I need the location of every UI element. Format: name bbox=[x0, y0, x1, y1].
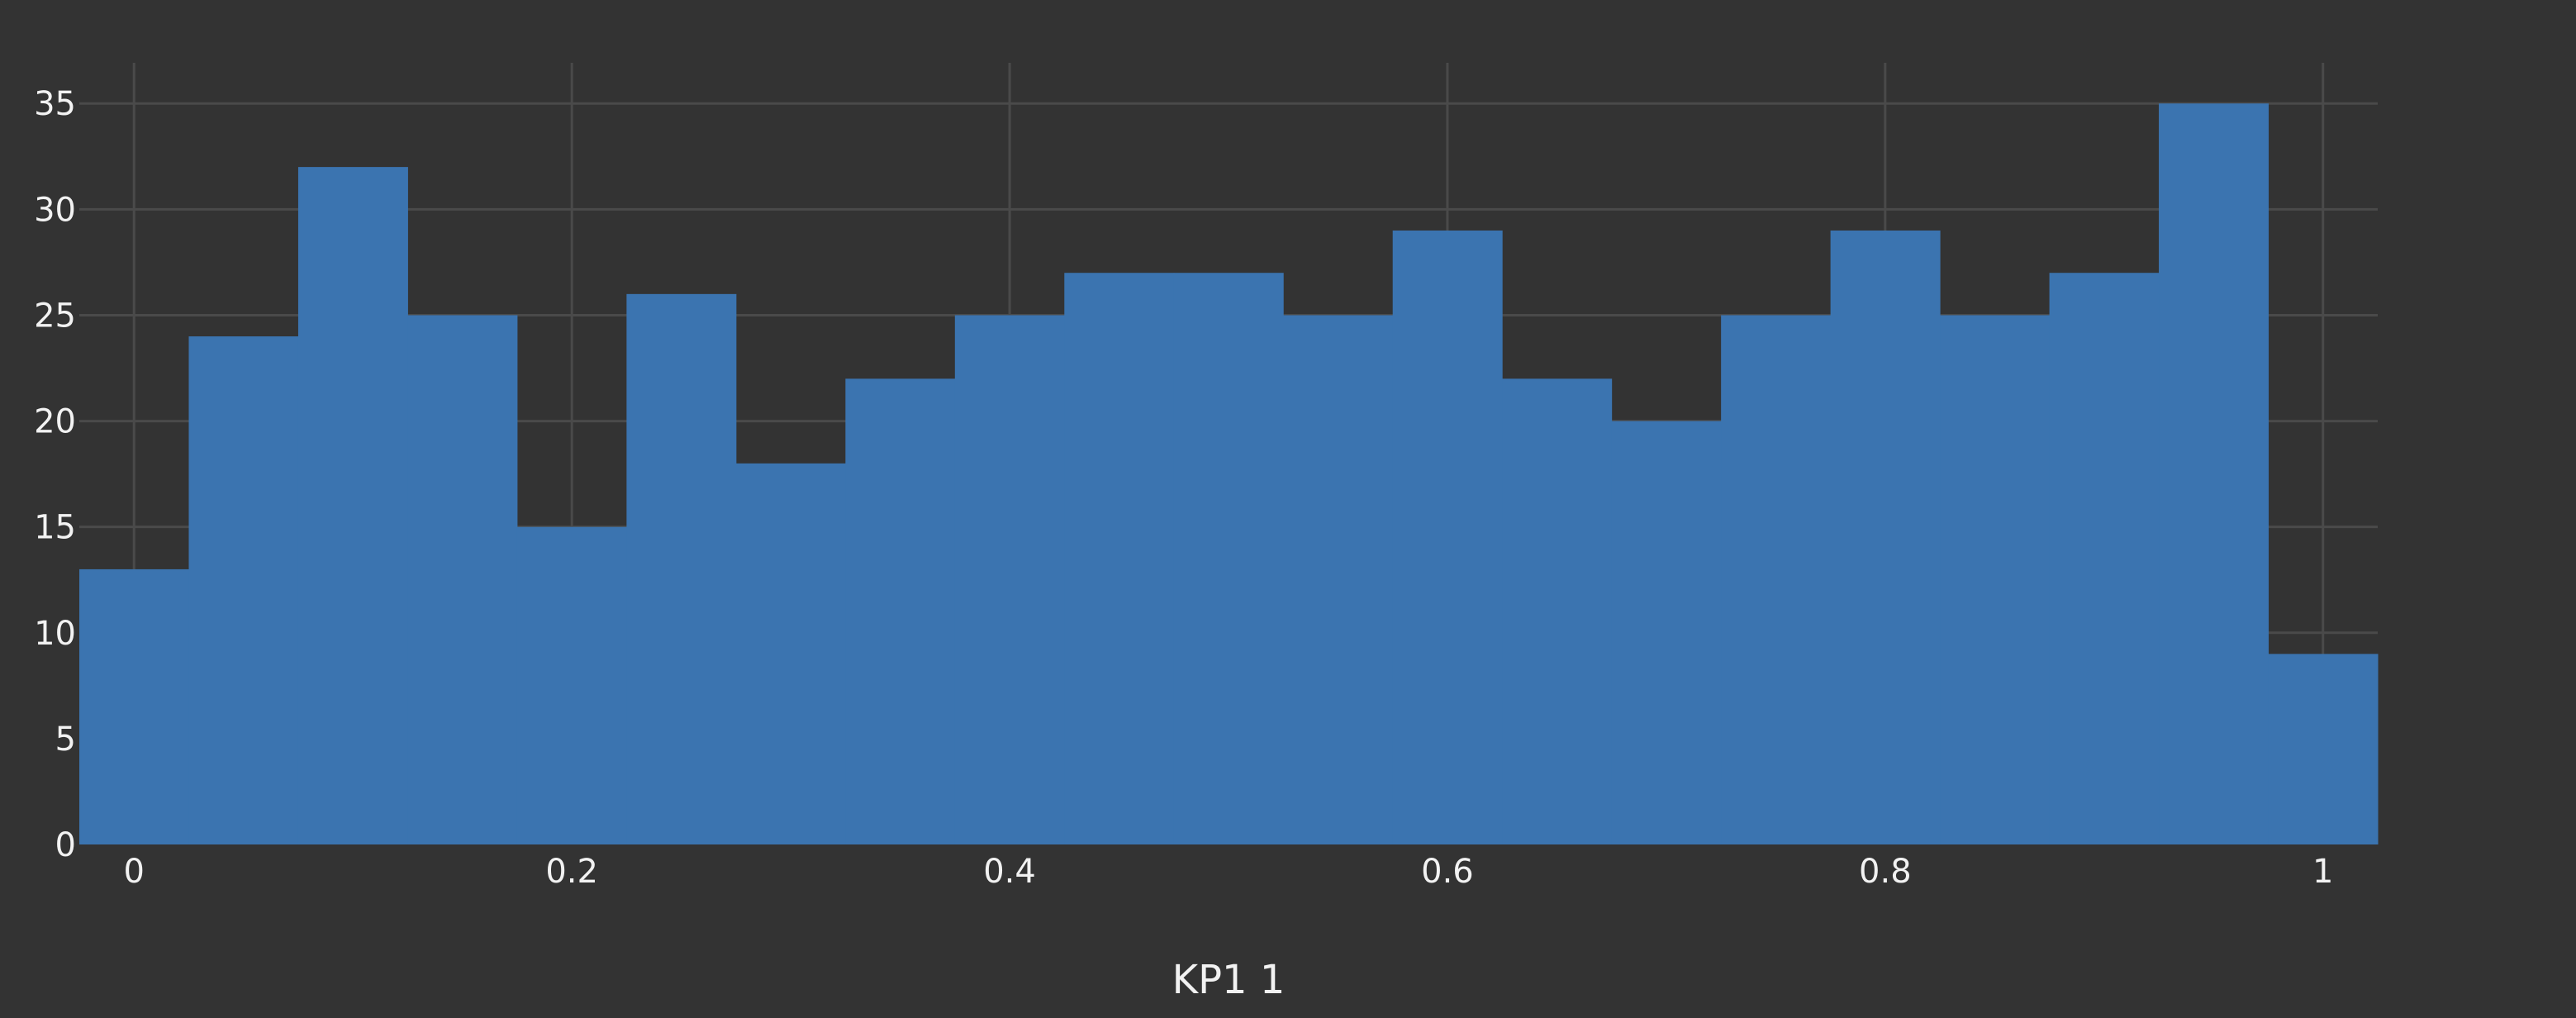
x-tick-label: 0.6 bbox=[1421, 853, 1474, 891]
histogram-bar bbox=[516, 526, 627, 844]
histogram-bar bbox=[1721, 315, 1832, 844]
x-tick-label: 0.4 bbox=[983, 853, 1036, 891]
y-tick-label: 15 bbox=[34, 509, 76, 547]
x-tick-label: 1 bbox=[2312, 853, 2333, 891]
y-tick-label: 20 bbox=[34, 403, 76, 441]
y-tick-label: 25 bbox=[34, 297, 76, 335]
histogram-bar bbox=[2049, 273, 2160, 845]
histogram-bar bbox=[1611, 421, 1722, 844]
histogram-bar bbox=[2268, 654, 2379, 844]
y-tick-label: 5 bbox=[55, 721, 76, 759]
histogram-bar bbox=[845, 378, 956, 844]
histogram-bar bbox=[1392, 230, 1503, 844]
histogram-bar bbox=[407, 315, 518, 844]
x-axis-ticks: 0 0.2 0.4 0.6 0.8 1 bbox=[124, 853, 2334, 891]
histogram-bar bbox=[954, 315, 1065, 844]
histogram-bar bbox=[1830, 230, 1941, 844]
histogram-bar bbox=[1283, 315, 1394, 844]
histogram-bar bbox=[1940, 315, 2051, 844]
x-tick-label: 0.8 bbox=[1859, 853, 1912, 891]
y-axis-ticks: 0 5 10 15 20 25 30 35 bbox=[34, 85, 76, 864]
y-tick-label: 30 bbox=[34, 191, 76, 229]
y-tick-label: 10 bbox=[34, 615, 76, 653]
histogram-bar bbox=[188, 336, 299, 845]
histogram-bar bbox=[626, 293, 737, 844]
histogram-bar bbox=[2159, 103, 2269, 845]
histogram-bar bbox=[735, 463, 846, 844]
histogram-bar bbox=[79, 568, 189, 844]
histogram-bars bbox=[79, 103, 2379, 845]
y-tick-label: 0 bbox=[55, 826, 76, 864]
histogram-bar bbox=[1064, 273, 1175, 845]
x-axis-title: KP1 1 bbox=[1172, 957, 1286, 1003]
x-tick-label: 0 bbox=[124, 853, 145, 891]
histogram-bar bbox=[297, 167, 408, 845]
histogram-bar bbox=[1502, 378, 1613, 844]
y-tick-label: 35 bbox=[34, 85, 76, 123]
x-tick-label: 0.2 bbox=[545, 853, 598, 891]
histogram-bar bbox=[1173, 273, 1284, 845]
